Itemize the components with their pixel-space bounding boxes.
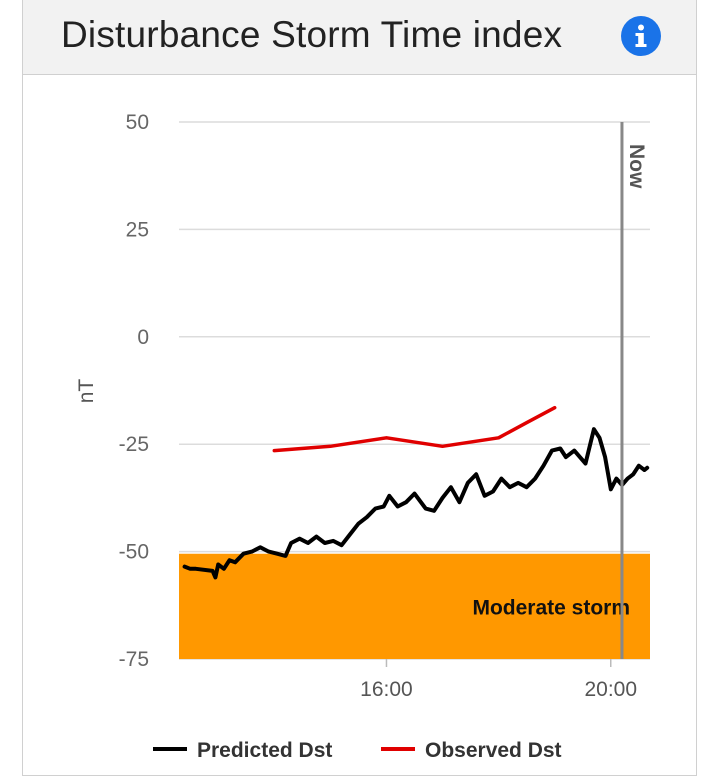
series-line-observed-dst [272, 405, 557, 453]
legend-label: Observed Dst [425, 739, 562, 762]
y-tick-label: 0 [137, 326, 149, 349]
y-tick-label: -50 [119, 541, 149, 564]
series-line-predicted-dst [182, 427, 650, 580]
x-tick-label: 16:00 [360, 678, 413, 701]
info-icon[interactable] [621, 16, 661, 56]
x-tick-labels: 16:00 20:00 [360, 659, 637, 701]
y-tick-labels: 50 25 0 -25 -50 -75 [119, 111, 149, 671]
widget-title: Disturbance Storm Time index [61, 14, 563, 55]
data-series [182, 405, 650, 580]
now-label: Now [625, 144, 648, 189]
x-tick-label: 20:00 [584, 678, 637, 701]
y-tick-label: 25 [126, 218, 149, 241]
storm-zone: Moderate storm [179, 553, 650, 659]
dst-chart: 50 25 0 -25 -50 -75 nT Moderate storm 16:00 20… [75, 111, 650, 762]
y-tick-label: -75 [119, 648, 149, 671]
moderate-storm-label: Moderate storm [472, 596, 630, 619]
y-tick-label: -25 [119, 433, 149, 456]
y-tick-label: 50 [126, 111, 149, 134]
now-marker: Now [620, 122, 648, 659]
legend-label: Predicted Dst [197, 739, 332, 762]
y-axis-label: nT [75, 379, 98, 404]
widget-header: Disturbance Storm Time index [23, 0, 696, 75]
legend: Predicted Dst Observed Dst [153, 739, 562, 762]
moderate-storm-band [179, 553, 650, 659]
dst-widget: Disturbance Storm Time index 50 25 0 -25 -50… [22, 0, 697, 776]
